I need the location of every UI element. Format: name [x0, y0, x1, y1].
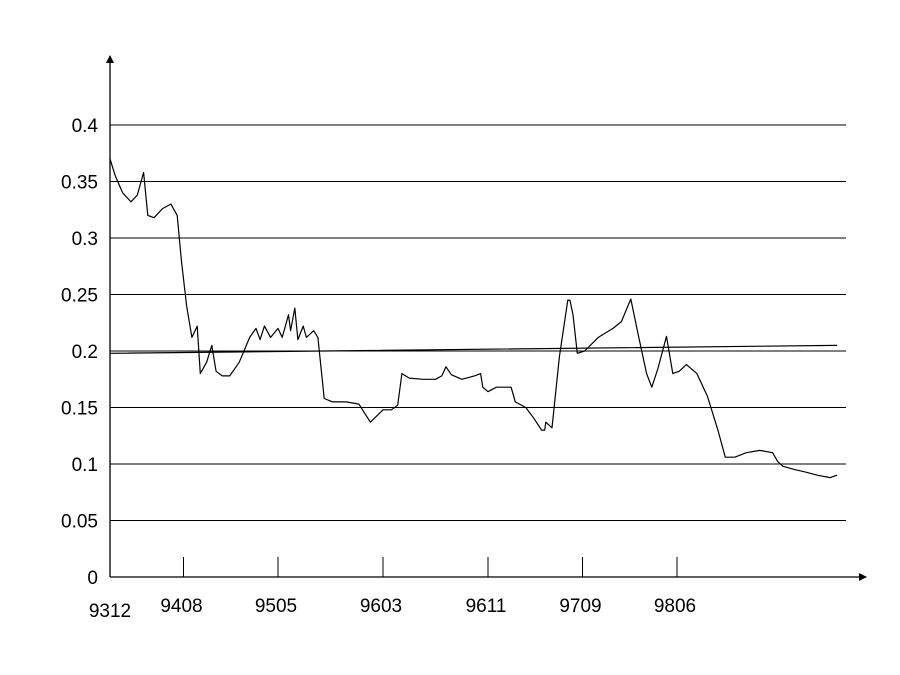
y-tick-label: 0.2 — [72, 342, 98, 363]
gridlines — [110, 124, 846, 521]
series-line — [109, 158, 838, 479]
x-tick-label: 9709 — [559, 596, 601, 617]
y-tick-label: 0.4 — [72, 116, 99, 137]
y-tick-label: 0 — [87, 568, 98, 589]
x-tick-label: 9603 — [360, 596, 402, 617]
y-tick-label: 0.1 — [72, 455, 98, 476]
x-tick-label: 9505 — [255, 596, 297, 617]
y-tick-label: 0.15 — [61, 399, 98, 420]
y-tick-label: 0.25 — [61, 286, 98, 307]
y-tick-label: 0.35 — [61, 173, 98, 194]
series-layer — [109, 158, 838, 479]
x-tick-label: 9806 — [654, 596, 696, 617]
y-tick-label: 0.3 — [72, 229, 98, 250]
reference-line — [109, 344, 838, 354]
y-tick-label: 0.05 — [61, 512, 98, 533]
x-tick-label: 9408 — [160, 596, 202, 617]
x-ticks: 9312 9408 9505 9603 9611 9709 9806 — [89, 557, 696, 622]
x-tick-label: 9312 — [89, 601, 131, 622]
y-tick-labels: 0 0.05 0.1 0.15 0.2 0.25 0.3 0.35 0.4 — [61, 116, 98, 589]
x-tick-label: 9611 — [466, 596, 507, 617]
